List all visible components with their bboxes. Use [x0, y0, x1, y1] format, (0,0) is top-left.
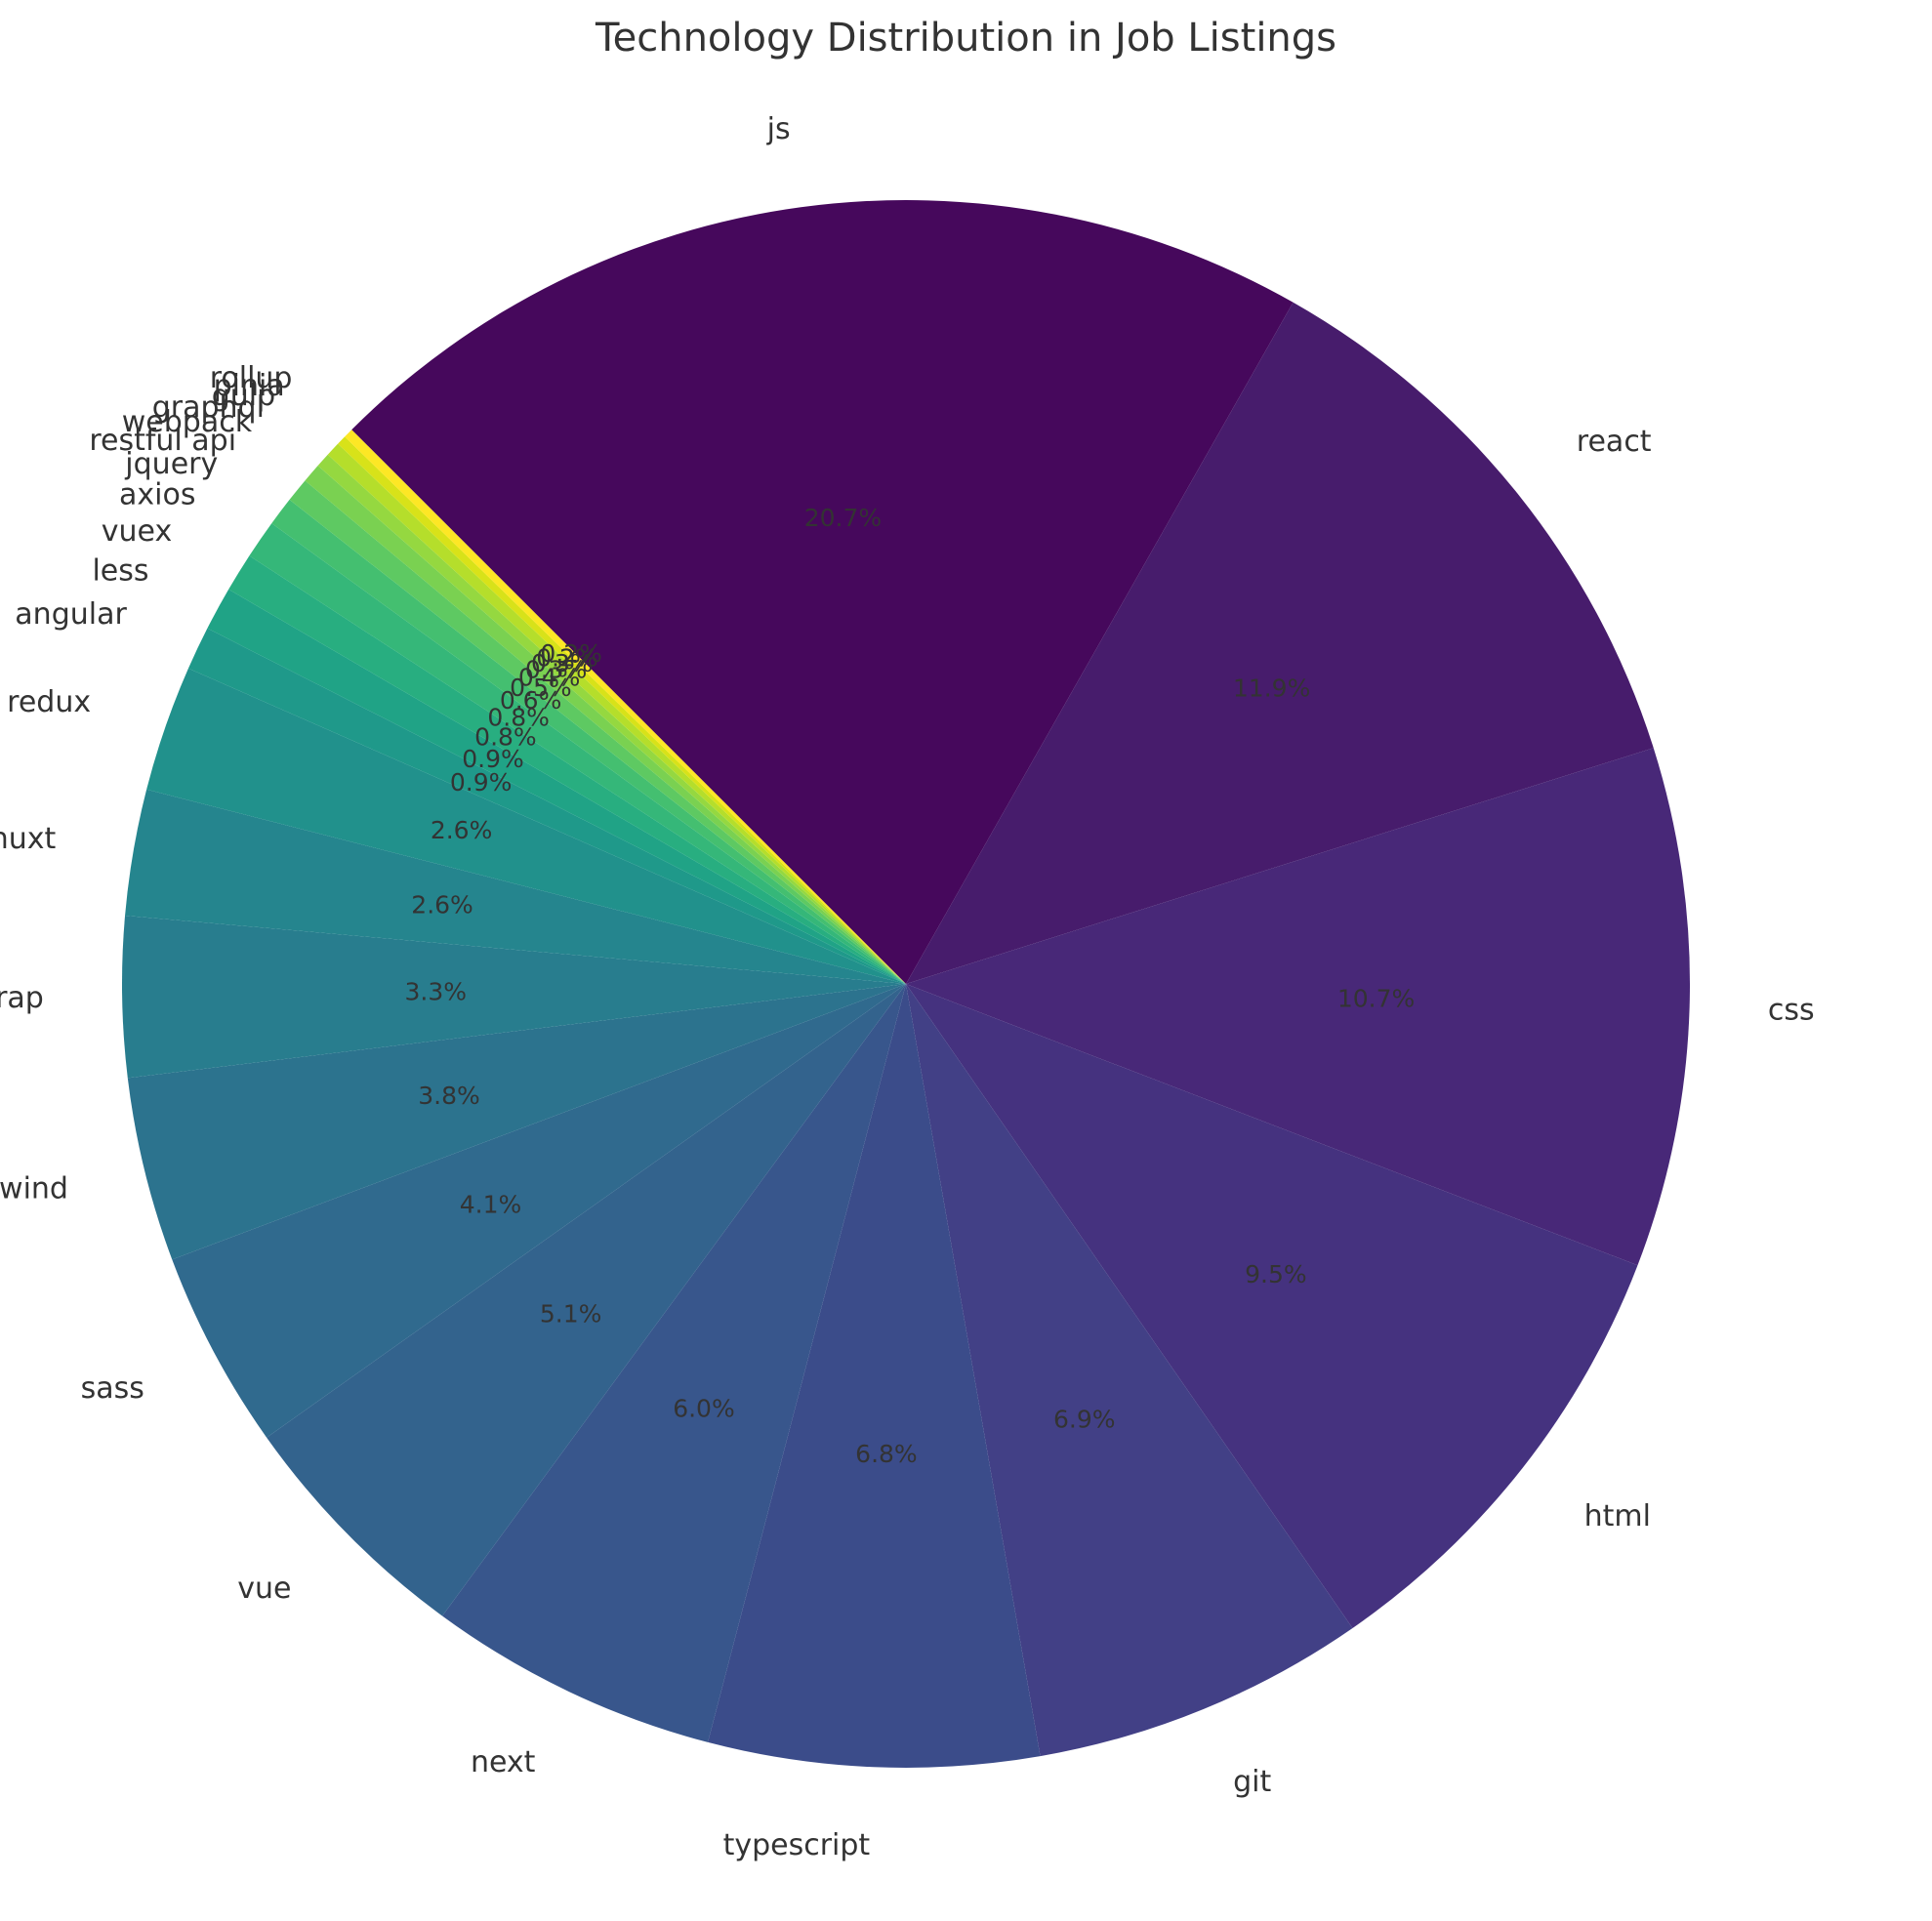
pie-slices [122, 199, 1691, 1768]
slice-axios [249, 523, 907, 984]
label-tailwind: tailwind [0, 1171, 68, 1206]
label-graphql: graphql [152, 390, 265, 425]
label-typescript: typescript [723, 1828, 871, 1862]
slice-tailwind [127, 984, 906, 1260]
label-git: git [1233, 1765, 1271, 1799]
pct-vuex: 0.8% [474, 723, 537, 752]
category-labels: js react css html git typescript next vue sass ta… [0, 112, 1815, 1862]
slice-react [906, 302, 1654, 984]
slice-sass [172, 984, 906, 1438]
label-vue: vue [237, 1572, 291, 1606]
label-axios: axios [119, 478, 195, 512]
slice-graphql [317, 454, 906, 984]
pct-restful-api: 0.5% [510, 674, 572, 702]
pct-pinia: 0.2% [536, 643, 598, 672]
pct-nuxt: 2.6% [411, 890, 473, 919]
slice-css [906, 748, 1691, 1266]
pct-react: 11.9% [1233, 674, 1310, 703]
label-webpack: webpack [122, 405, 253, 439]
label-react: react [1577, 425, 1652, 459]
pct-tailwind: 3.8% [418, 1082, 480, 1110]
slice-redux [146, 668, 906, 984]
label-redux: redux [7, 685, 91, 719]
slice-vue [267, 984, 906, 1616]
label-nuxt: nuxt [0, 822, 57, 856]
label-js: js [766, 112, 791, 146]
label-next: next [471, 1745, 536, 1779]
slice-gulp [327, 443, 907, 984]
label-pinia: pinia [214, 369, 285, 403]
label-restful-api: restful api [89, 424, 236, 458]
pct-typescript: 6.8% [855, 1440, 918, 1468]
pct-rollup: 0.2% [540, 639, 602, 668]
pct-graphql: 0.3% [525, 656, 588, 684]
slice-js [351, 199, 1294, 984]
slice-angular [187, 628, 906, 984]
slice-rollup [345, 429, 906, 985]
slice-nuxt [125, 789, 906, 984]
pct-jquery: 0.6% [500, 686, 562, 715]
label-vuex: vuex [102, 514, 172, 549]
chart-title: Technology Distribution in Job Listings [595, 16, 1336, 61]
slice-less [207, 589, 906, 984]
slice-html [906, 984, 1638, 1628]
pct-webpack: 0.4% [518, 663, 581, 691]
pct-vue: 5.1% [540, 1299, 602, 1328]
pct-less: 0.9% [462, 745, 524, 773]
slice-bootstrap [122, 916, 907, 1079]
slice-restful-api [289, 480, 906, 984]
label-gulp: gulp [212, 379, 275, 413]
pct-axios: 0.8% [487, 703, 550, 731]
percent-labels: 20.7% 11.9% 10.7% 9.5% 6.9% 6.8% 6.0% 5.1% 4.1% 3… [405, 504, 1416, 1468]
pct-git: 6.9% [1053, 1405, 1116, 1433]
label-sass: sass [81, 1371, 144, 1406]
label-rollup: rollup [210, 361, 293, 395]
pct-html: 9.5% [1245, 1260, 1307, 1288]
label-jquery: jquery [124, 447, 218, 481]
pct-js: 20.7% [804, 504, 882, 532]
slice-vuex [228, 555, 907, 984]
pct-sass: 4.1% [460, 1190, 522, 1218]
slice-typescript [708, 984, 1041, 1768]
label-html: html [1584, 1499, 1651, 1533]
slice-next [442, 984, 906, 1742]
label-less: less [92, 554, 148, 589]
pct-gulp: 0.3% [531, 649, 594, 677]
pct-css: 10.7% [1337, 984, 1415, 1012]
slice-git [906, 984, 1353, 1757]
pct-next: 6.0% [673, 1395, 735, 1423]
pct-redux: 2.6% [431, 816, 493, 844]
label-bootstrap: bootstrap [0, 981, 44, 1015]
label-css: css [1768, 994, 1815, 1028]
label-angular: angular [15, 597, 127, 632]
pct-bootstrap: 3.3% [405, 977, 468, 1005]
slice-pinia [338, 436, 907, 985]
slice-jquery [271, 499, 906, 984]
pct-angular: 0.9% [450, 768, 513, 797]
slice-webpack [305, 466, 906, 984]
